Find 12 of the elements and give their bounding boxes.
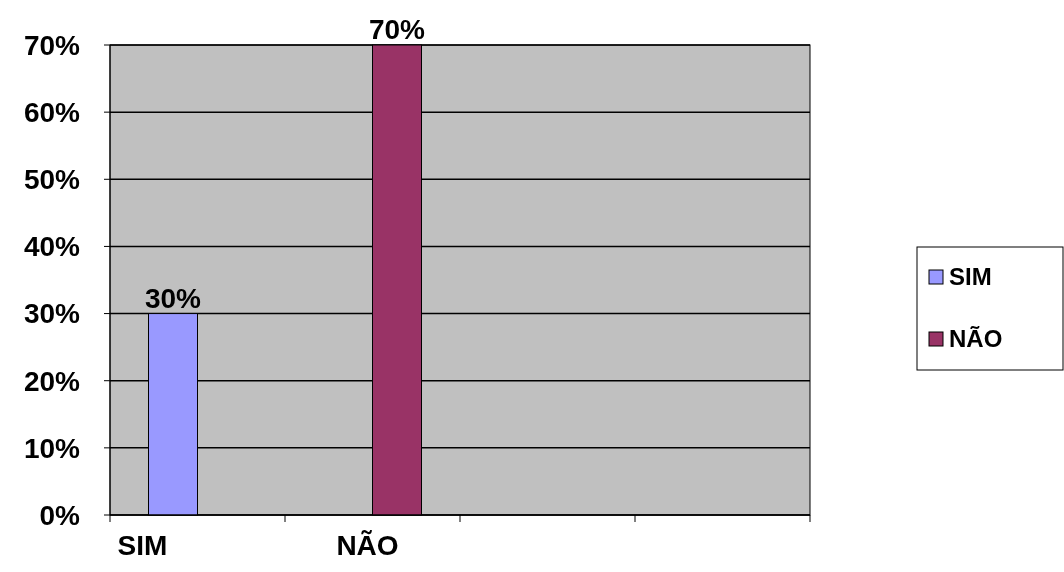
- legend-label: SIM: [949, 263, 992, 291]
- y-tick-label: 20%: [23, 365, 81, 397]
- y-tick-label: 30%: [23, 298, 81, 330]
- y-tick-label: 0%: [39, 499, 81, 531]
- y-tick-label: 50%: [23, 164, 81, 196]
- y-tick-label: 40%: [23, 231, 81, 263]
- legend-label: NÃO: [949, 325, 1003, 353]
- data-label: 70%: [368, 14, 426, 45]
- y-tick-label: 10%: [23, 432, 81, 464]
- y-tick-label: 70%: [23, 29, 81, 61]
- data-label: 30%: [144, 282, 202, 314]
- y-tick-label: 60%: [23, 96, 81, 128]
